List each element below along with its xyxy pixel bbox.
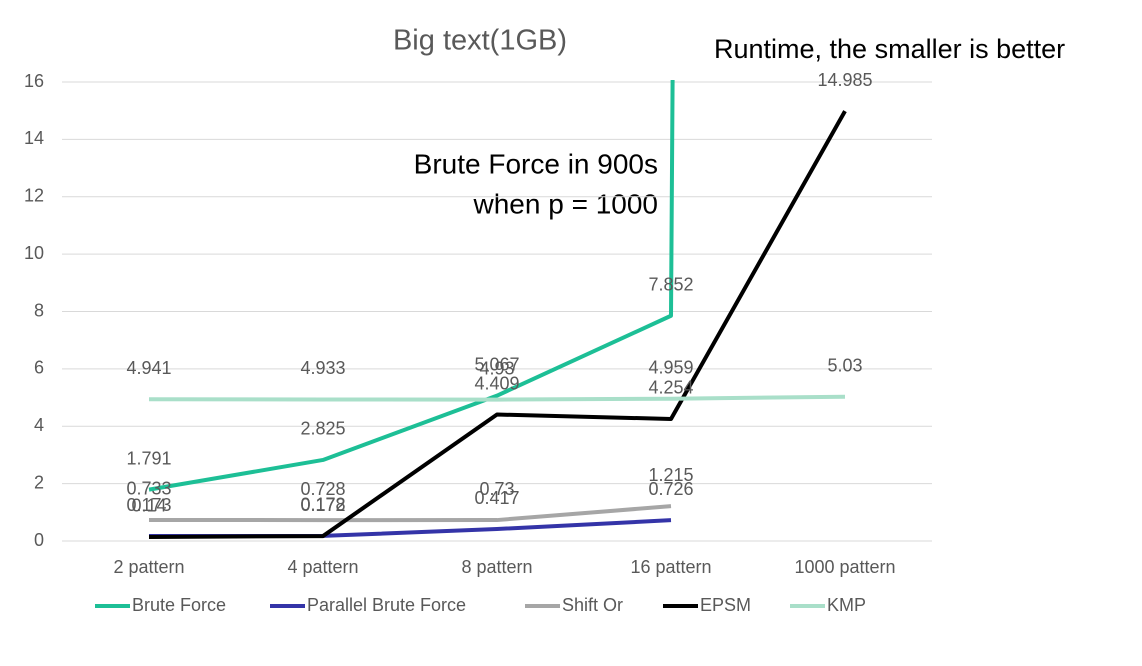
data-label: 1.791 xyxy=(126,448,171,468)
y-tick-label: 6 xyxy=(34,358,44,378)
annotation: Brute Force in 900s xyxy=(414,148,658,179)
x-tick-label: 1000 pattern xyxy=(794,557,895,577)
series-line xyxy=(148,504,672,523)
x-tick-label: 2 pattern xyxy=(113,557,184,577)
data-label: 0.14 xyxy=(131,496,166,516)
y-tick-label: 4 xyxy=(34,415,44,435)
series-line xyxy=(148,110,847,539)
x-tick-label: 4 pattern xyxy=(287,557,358,577)
annotation: Runtime, the smaller is better xyxy=(714,34,1065,64)
plot-lines xyxy=(148,80,847,539)
data-label: 0.73 xyxy=(479,479,514,499)
data-label: 4.93 xyxy=(479,358,514,378)
grid: 0 2 4 6 8 10 12 14 16 2 pattern 4 pattern 8 pattern… xyxy=(24,71,932,577)
x-tick-label: 8 pattern xyxy=(461,557,532,577)
legend-label: Shift Or xyxy=(562,595,623,615)
y-tick-label: 0 xyxy=(34,530,44,550)
data-label: 2.825 xyxy=(300,419,345,439)
legend-label: Parallel Brute Force xyxy=(307,595,466,615)
y-tick-label: 16 xyxy=(24,71,44,91)
data-label: 4.941 xyxy=(126,358,171,378)
data-label: 4.959 xyxy=(648,357,693,377)
y-tick-label: 8 xyxy=(34,300,44,320)
data-label: 0.172 xyxy=(300,495,345,515)
labels: 1.791 2.825 5.067 7.852 0.173 0.178 0.417 0.726… xyxy=(126,70,872,516)
data-label: 5.067 xyxy=(474,354,519,374)
data-label: 14.985 xyxy=(817,70,872,90)
data-label: 4.254 xyxy=(648,378,693,398)
data-label: 0.417 xyxy=(474,488,519,508)
annotation: when p = 1000 xyxy=(473,188,659,219)
data-label: 0.733 xyxy=(126,479,171,499)
y-tick-label: 2 xyxy=(34,472,44,492)
data-label: 7.852 xyxy=(648,274,693,294)
series-line xyxy=(148,80,675,492)
data-label: 0.726 xyxy=(648,479,693,499)
data-label: 4.933 xyxy=(300,358,345,378)
legend-label: Brute Force xyxy=(132,595,226,615)
data-label: 0.728 xyxy=(300,479,345,499)
y-tick-label: 12 xyxy=(24,186,44,206)
legend-label: EPSM xyxy=(700,595,751,615)
y-tick-label: 14 xyxy=(24,128,44,148)
data-label: 0.178 xyxy=(300,495,345,515)
y-tick-label: 10 xyxy=(24,243,44,263)
legend-label: KMP xyxy=(827,595,866,615)
series-line xyxy=(148,394,846,402)
data-label: 5.03 xyxy=(827,355,862,375)
series-line xyxy=(148,518,672,539)
data-label: 4.409 xyxy=(474,373,519,393)
x-tick-label: 16 pattern xyxy=(630,557,711,577)
data-label: 0.173 xyxy=(126,495,171,515)
data-label: 1.215 xyxy=(648,465,693,485)
chart-title: Big text(1GB) xyxy=(393,25,567,57)
